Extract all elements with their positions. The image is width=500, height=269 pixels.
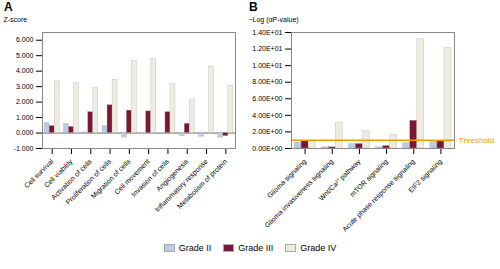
svg-text:1.20E+01: 1.20E+01 bbox=[252, 45, 282, 52]
svg-text:6.00E+00: 6.00E+00 bbox=[252, 95, 282, 102]
svg-text:Glioma signaling: Glioma signaling bbox=[265, 157, 308, 200]
svg-text:Activation of cells: Activation of cells bbox=[49, 157, 93, 201]
html-text:Grade II: Grade II bbox=[178, 243, 212, 253]
svg-text:5.000: 5.000 bbox=[16, 52, 34, 59]
svg-text:6.000: 6.000 bbox=[16, 36, 34, 43]
svg-text:0.00E+00: 0.00E+00 bbox=[252, 145, 282, 152]
html-text:A: A bbox=[4, 0, 13, 14]
svg-text:4.000: 4.000 bbox=[16, 67, 34, 74]
svg-text:3.000: 3.000 bbox=[16, 83, 34, 90]
svg-text:Threshold: Threshold bbox=[459, 136, 495, 145]
svg-text:Cell survival: Cell survival bbox=[22, 157, 55, 190]
svg-text:Z-score: Z-score bbox=[4, 16, 28, 23]
svg-text:Metabolism of protein: Metabolism of protein bbox=[176, 158, 229, 211]
svg-text:1.40E+01: 1.40E+01 bbox=[252, 29, 282, 36]
svg-text:Cell movement: Cell movement bbox=[113, 157, 151, 196]
svg-text:4.00E+00: 4.00E+00 bbox=[252, 112, 282, 119]
svg-text:0.000: 0.000 bbox=[16, 129, 34, 136]
svg-text:-1.000: -1.000 bbox=[14, 145, 34, 152]
svg-text:Angiogenesis: Angiogenesis bbox=[154, 157, 190, 193]
svg-text:Cell viability: Cell viability bbox=[42, 157, 74, 189]
svg-text:1.000: 1.000 bbox=[16, 114, 34, 121]
svg-text:8.00E+00: 8.00E+00 bbox=[252, 78, 282, 85]
svg-text:EIF2 signaling: EIF2 signaling bbox=[407, 158, 444, 195]
svg-text:Invasion of cells: Invasion of cells bbox=[130, 157, 171, 198]
svg-text:2.000: 2.000 bbox=[16, 98, 34, 105]
html-text:Grade IV: Grade IV bbox=[300, 243, 337, 253]
svg-text:1.00E+01: 1.00E+01 bbox=[252, 62, 282, 69]
html-text:B: B bbox=[249, 0, 258, 14]
svg-text:Acute phase response signaling: Acute phase response signaling bbox=[341, 158, 417, 234]
svg-text:Wnt/Ca²⁺ pathway: Wnt/Ca²⁺ pathway bbox=[317, 157, 362, 202]
html-text:Grade III: Grade III bbox=[238, 243, 274, 253]
svg-text:Proliferation of cells: Proliferation of cells bbox=[64, 157, 113, 206]
svg-text:2.00E+00: 2.00E+00 bbox=[252, 128, 282, 135]
svg-text:Glioma invasiveness signaling: Glioma invasiveness signaling bbox=[263, 157, 335, 229]
svg-text:Inflammatory response: Inflammatory response bbox=[153, 157, 209, 213]
svg-text:mTOR signaling: mTOR signaling bbox=[348, 157, 389, 198]
svg-text:−Log (αP-value): −Log (αP-value) bbox=[249, 16, 299, 24]
svg-text:Migration of cells: Migration of cells bbox=[89, 157, 132, 200]
